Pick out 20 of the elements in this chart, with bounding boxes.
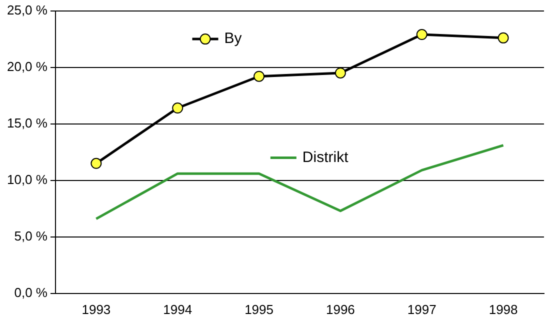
point xyxy=(498,32,509,44)
x-tick-label: 1998 xyxy=(488,302,518,317)
y-tick-label: 20,0 % xyxy=(6,58,48,74)
x-tick-label: 1994 xyxy=(163,302,192,317)
y-tick-label: 15,0 % xyxy=(6,115,48,130)
y-tick-label: 25,0 % xyxy=(6,2,48,18)
point xyxy=(254,70,265,82)
y-tick-label: 0,0 % xyxy=(14,284,48,300)
point xyxy=(172,102,184,114)
x-tick-label: 1997 xyxy=(407,302,436,317)
point xyxy=(334,67,346,78)
y-tick-label: 5,0 % xyxy=(14,228,48,244)
legend-label: Distrikt xyxy=(302,148,350,166)
point xyxy=(416,29,428,40)
x-tick-label: 1995 xyxy=(244,302,274,317)
legend-label: By xyxy=(224,30,242,48)
point xyxy=(90,158,102,169)
y-tick-label: 10,0 % xyxy=(6,172,48,187)
x-tick-label: 1996 xyxy=(326,302,355,317)
x-tick-label: 1993 xyxy=(82,302,111,317)
